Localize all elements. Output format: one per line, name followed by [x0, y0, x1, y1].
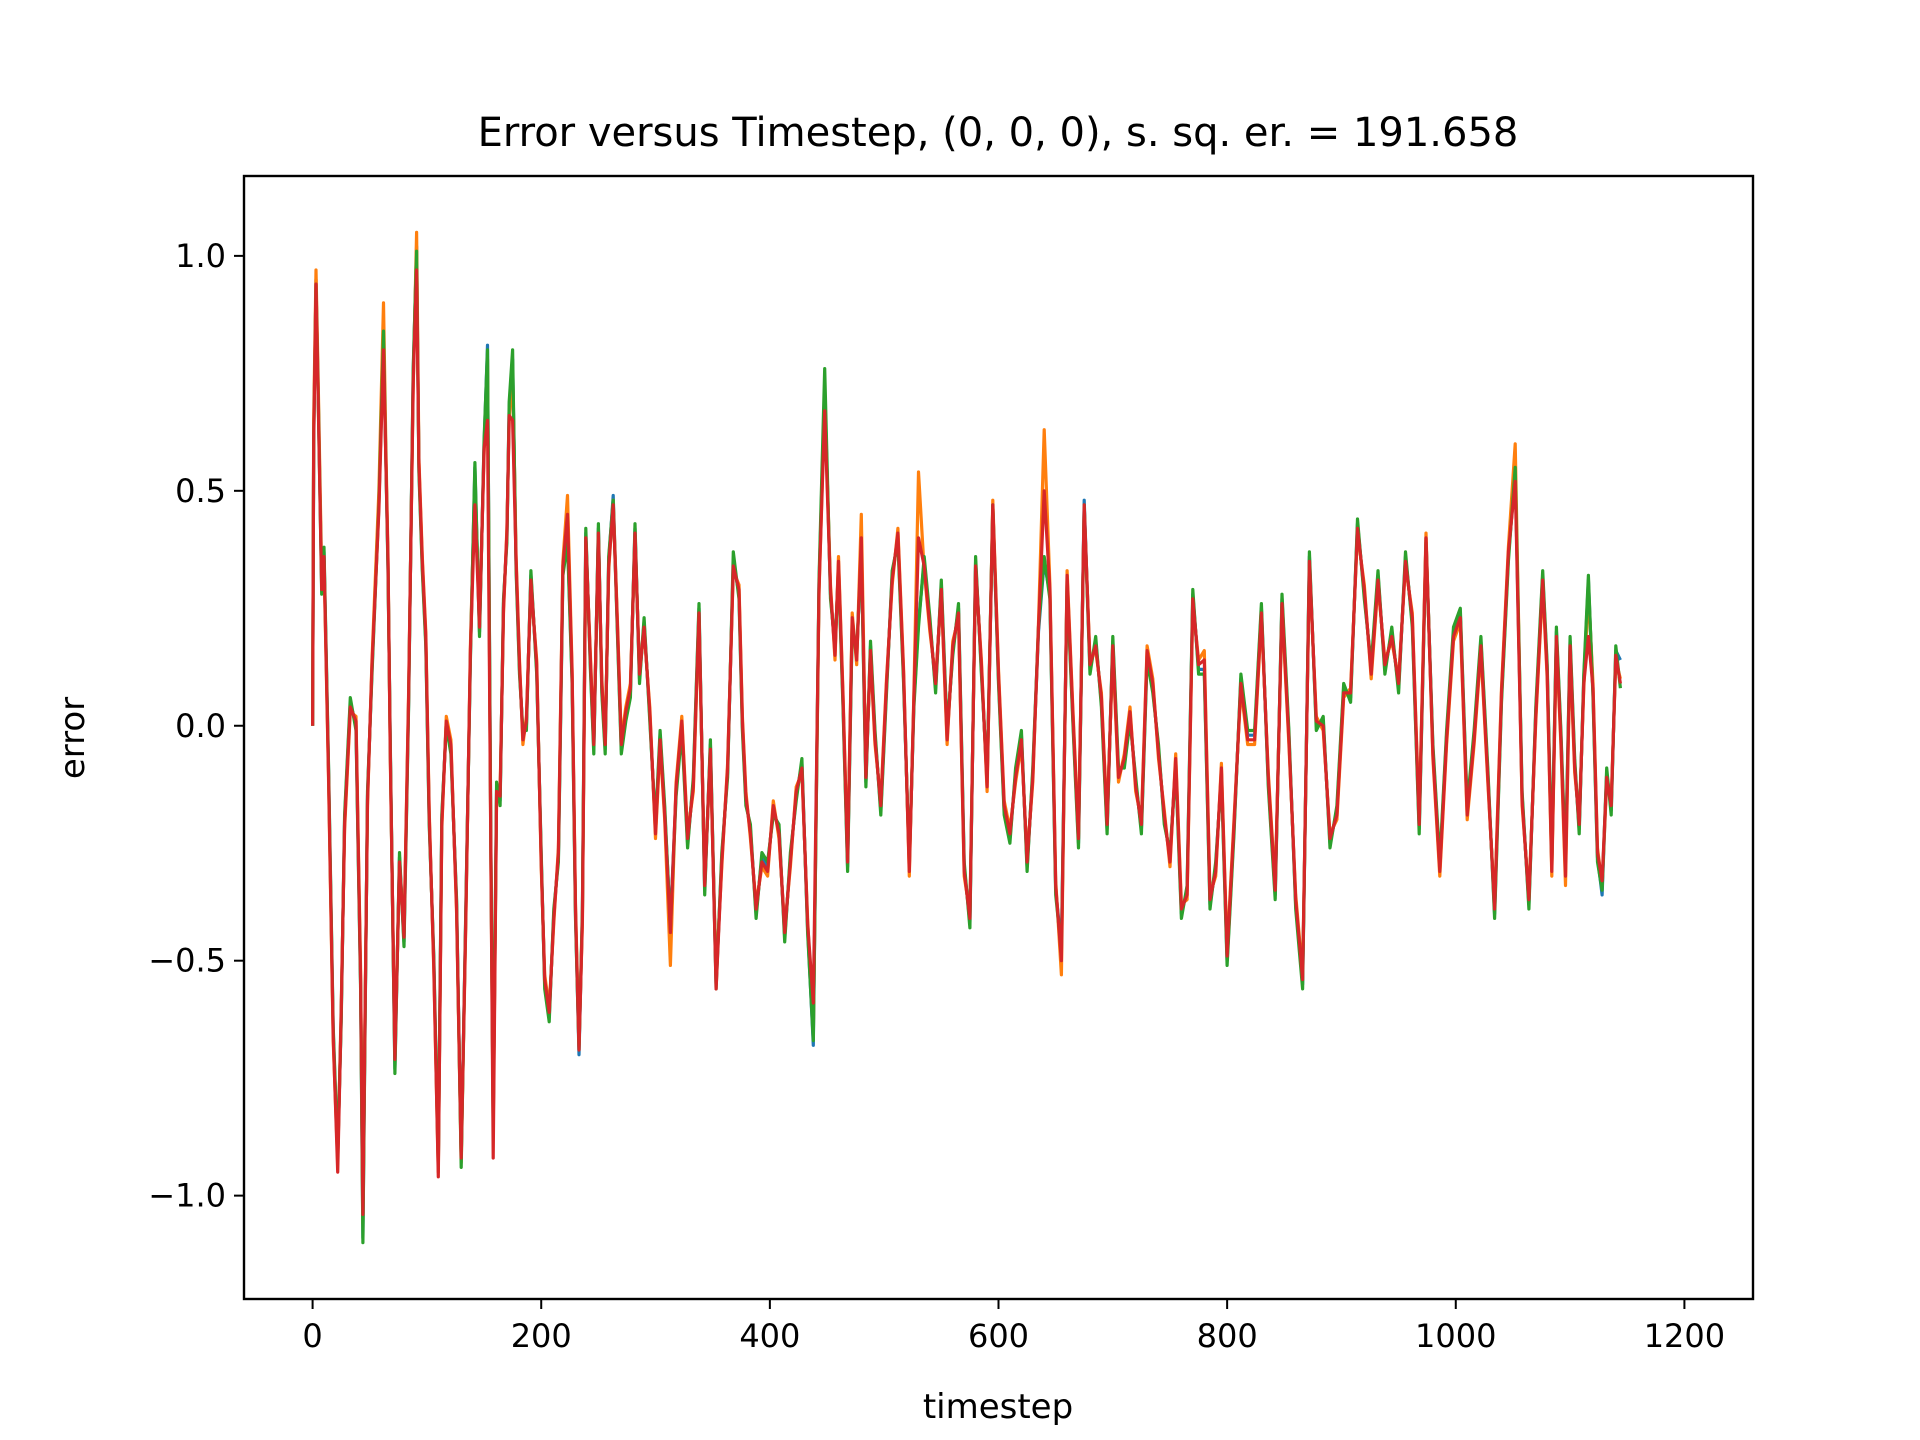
y-tick-label: 0.5: [175, 472, 226, 510]
x-tick-label: 800: [1197, 1317, 1258, 1355]
x-axis-ticks: 0 200 400 600 800 1000 1200: [302, 1299, 1725, 1355]
series-line-2: [311, 230, 1622, 1226]
y-tick-label: −0.5: [148, 942, 226, 980]
x-tick-label: 1200: [1644, 1317, 1725, 1355]
x-tick-label: 400: [739, 1317, 800, 1355]
y-axis-label: error: [53, 697, 93, 779]
series-line-3: [311, 249, 1622, 1245]
series-line-4: [311, 268, 1622, 1216]
chart-title: Error versus Timestep, (0, 0, 0), s. sq.…: [478, 110, 1519, 156]
x-tick-label: 600: [968, 1317, 1029, 1355]
y-tick-label: 1.0: [175, 237, 226, 275]
series-layer: [311, 230, 1622, 1245]
y-tick-label: 0.0: [175, 707, 226, 745]
x-tick-label: 0: [302, 1317, 322, 1355]
x-tick-label: 1000: [1415, 1317, 1496, 1355]
x-axis-label: timestep: [923, 1387, 1073, 1427]
y-tick-label: −1.0: [148, 1177, 226, 1215]
y-axis-ticks: 1.0 0.5 0.0 −0.5 −1.0: [148, 237, 244, 1215]
x-tick-label: 200: [511, 1317, 572, 1355]
